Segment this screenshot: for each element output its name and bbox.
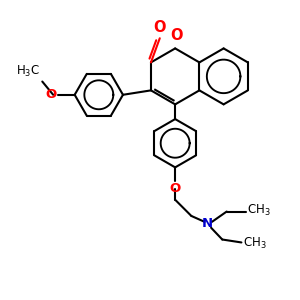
Text: H$_3$C: H$_3$C	[16, 64, 40, 79]
Text: N: N	[202, 217, 213, 230]
Text: O: O	[46, 88, 57, 101]
Text: O: O	[154, 20, 166, 35]
Text: CH$_3$: CH$_3$	[243, 236, 267, 251]
Text: CH$_3$: CH$_3$	[247, 203, 271, 218]
Text: O: O	[170, 28, 183, 43]
Text: O: O	[169, 182, 181, 195]
